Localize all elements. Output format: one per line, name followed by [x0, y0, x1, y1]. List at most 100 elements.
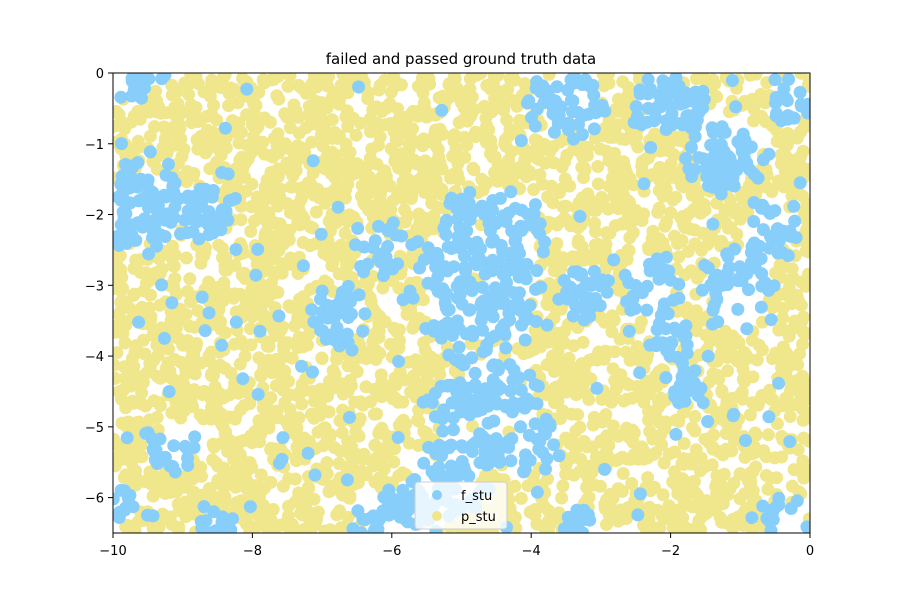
f-stu-point — [181, 204, 195, 218]
p-stu-point — [741, 351, 755, 365]
p-stu-point — [204, 391, 218, 405]
p-stu-point — [656, 488, 670, 502]
f-stu-point — [519, 272, 533, 286]
p-stu-point — [671, 237, 685, 251]
f-stu-point — [480, 458, 494, 472]
f-stu-point — [656, 74, 670, 88]
p-stu-point — [553, 183, 567, 197]
p-stu-point — [602, 76, 616, 90]
p-stu-point — [599, 447, 612, 461]
f-stu-point — [718, 125, 732, 139]
p-stu-point — [677, 457, 691, 471]
p-stu-point — [541, 515, 555, 528]
p-stu-point — [728, 206, 742, 220]
f-stu-point — [188, 430, 202, 444]
p-stu-point — [470, 73, 484, 82]
p-stu-point — [143, 359, 157, 373]
f-stu-point — [518, 462, 532, 476]
p-stu-point — [785, 262, 799, 276]
p-stu-point — [458, 150, 472, 164]
p-stu-point — [387, 455, 401, 469]
p-stu-point — [548, 335, 562, 349]
f-stu-point — [446, 423, 460, 437]
f-stu-point — [434, 379, 448, 393]
p-stu-point — [582, 490, 596, 504]
p-stu-point — [332, 267, 346, 281]
p-stu-point — [297, 431, 311, 445]
p-stu-point — [619, 166, 633, 179]
p-stu-point — [387, 391, 401, 405]
p-stu-point — [741, 205, 755, 219]
f-stu-point — [571, 105, 585, 119]
p-stu-point — [271, 127, 285, 141]
p-stu-point — [721, 364, 735, 378]
p-stu-point — [788, 314, 802, 328]
f-stu-point — [168, 200, 182, 214]
p-stu-point — [556, 405, 570, 419]
f-stu-point — [306, 365, 319, 379]
f-stu-point — [438, 260, 452, 274]
p-stu-point — [675, 482, 689, 496]
p-stu-point — [259, 184, 272, 198]
p-stu-point — [302, 327, 316, 341]
p-stu-point — [401, 355, 415, 369]
p-stu-point — [448, 73, 461, 83]
p-stu-point — [611, 513, 624, 527]
f-stu-point — [742, 283, 755, 297]
p-stu-point — [577, 171, 590, 184]
f-stu-point — [504, 384, 517, 398]
f-stu-point — [763, 241, 776, 255]
f-stu-point — [475, 296, 488, 310]
p-stu-point — [600, 518, 613, 531]
f-stu-point — [577, 313, 591, 327]
f-stu-point — [727, 407, 741, 421]
f-stu-point — [564, 93, 578, 107]
f-stu-point — [740, 322, 754, 336]
f-stu-point — [706, 217, 720, 231]
f-stu-point — [497, 285, 511, 298]
f-stu-point — [536, 446, 550, 459]
p-stu-point — [721, 350, 735, 364]
p-stu-point — [370, 389, 384, 403]
f-stu-point — [745, 511, 759, 525]
p-stu-point — [773, 178, 787, 191]
p-stu-point — [761, 428, 775, 442]
f-stu-point — [530, 485, 544, 499]
p-stu-point — [214, 315, 228, 329]
f-stu-point — [514, 420, 527, 434]
p-stu-point — [295, 191, 309, 205]
x-axis: −10 −8 −6 −4 −2 0 — [99, 533, 814, 559]
f-stu-point — [570, 265, 584, 279]
p-stu-point — [354, 395, 367, 409]
p-stu-point — [609, 200, 622, 213]
f-stu-point — [458, 249, 471, 263]
p-stu-point — [312, 191, 326, 205]
p-stu-point — [705, 503, 719, 517]
f-stu-point — [704, 138, 718, 152]
f-stu-point — [629, 100, 643, 114]
f-stu-point — [197, 500, 211, 514]
p-stu-point — [171, 129, 185, 143]
f-stu-point — [769, 90, 783, 104]
y-tick-label: −2 — [85, 209, 104, 224]
f-stu-point — [480, 338, 494, 352]
f-stu-point — [486, 194, 500, 207]
f-stu-point — [788, 214, 802, 228]
p-stu-point — [278, 336, 292, 350]
f-stu-point — [600, 285, 614, 299]
p-stu-point — [369, 100, 383, 114]
f-stu-point — [442, 441, 456, 455]
p-stu-point — [315, 112, 329, 126]
p-stu-point — [274, 323, 288, 337]
f-stu-point — [308, 468, 322, 482]
f-stu-point — [782, 228, 796, 242]
p-stu-point — [412, 207, 426, 221]
p-stu-point — [298, 486, 312, 500]
p-stu-point — [195, 469, 208, 483]
p-stu-point — [207, 440, 221, 454]
f-stu-point — [240, 82, 254, 96]
p-stu-point — [263, 115, 277, 129]
f-stu-point — [358, 307, 372, 321]
p-stu-point — [459, 92, 473, 106]
p-stu-point — [634, 315, 648, 329]
